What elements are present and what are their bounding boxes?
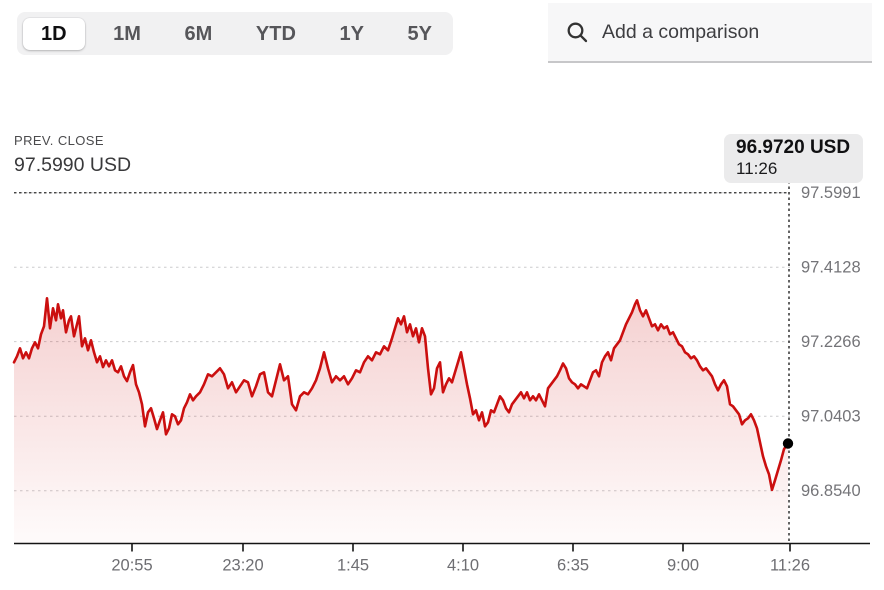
x-axis-label: 1:45 [337,557,369,575]
time-range-tab-ytd[interactable]: YTD [241,18,311,50]
y-axis-label: 97.5991 [801,184,861,202]
prev-close-label: PREV. CLOSE [14,133,104,148]
y-axis-label: 96.8540 [801,482,861,500]
price-line [12,297,790,492]
x-axis-label: 4:10 [447,557,479,575]
y-axis-label: 97.2266 [801,333,861,351]
price-area [14,298,788,544]
last-price-dot [782,438,794,449]
time-range-tab-1d[interactable]: 1D [23,17,85,50]
y-axis-label: 97.0403 [801,408,861,426]
cursor-tooltip: 96.9720 USD 11:26 [724,134,864,183]
comparison-search[interactable] [548,3,872,63]
x-axis-label: 6:35 [557,557,589,575]
x-axis-label: 23:20 [222,557,263,575]
comparison-search-input[interactable] [600,19,854,45]
prev-close-value: 97.5990 USD [14,154,132,176]
y-axis-label: 97.4128 [801,259,861,277]
x-axis-label: 20:55 [111,557,152,575]
search-icon [567,22,588,43]
time-range-tab-1m[interactable]: 1M [98,18,156,50]
tooltip-time: 11:26 [736,159,778,178]
time-range-tabbar: 1D 1M 6M YTD 1Y 5Y [17,12,453,55]
time-range-tab-6m[interactable]: 6M [170,18,228,50]
time-range-tab-5y[interactable]: 5Y [393,18,447,50]
x-axis-label: 11:26 [770,557,810,575]
x-axis-label: 9:00 [667,557,699,575]
tooltip-price: 96.9720 USD [736,137,851,158]
time-range-tab-1y[interactable]: 1Y [324,18,378,50]
